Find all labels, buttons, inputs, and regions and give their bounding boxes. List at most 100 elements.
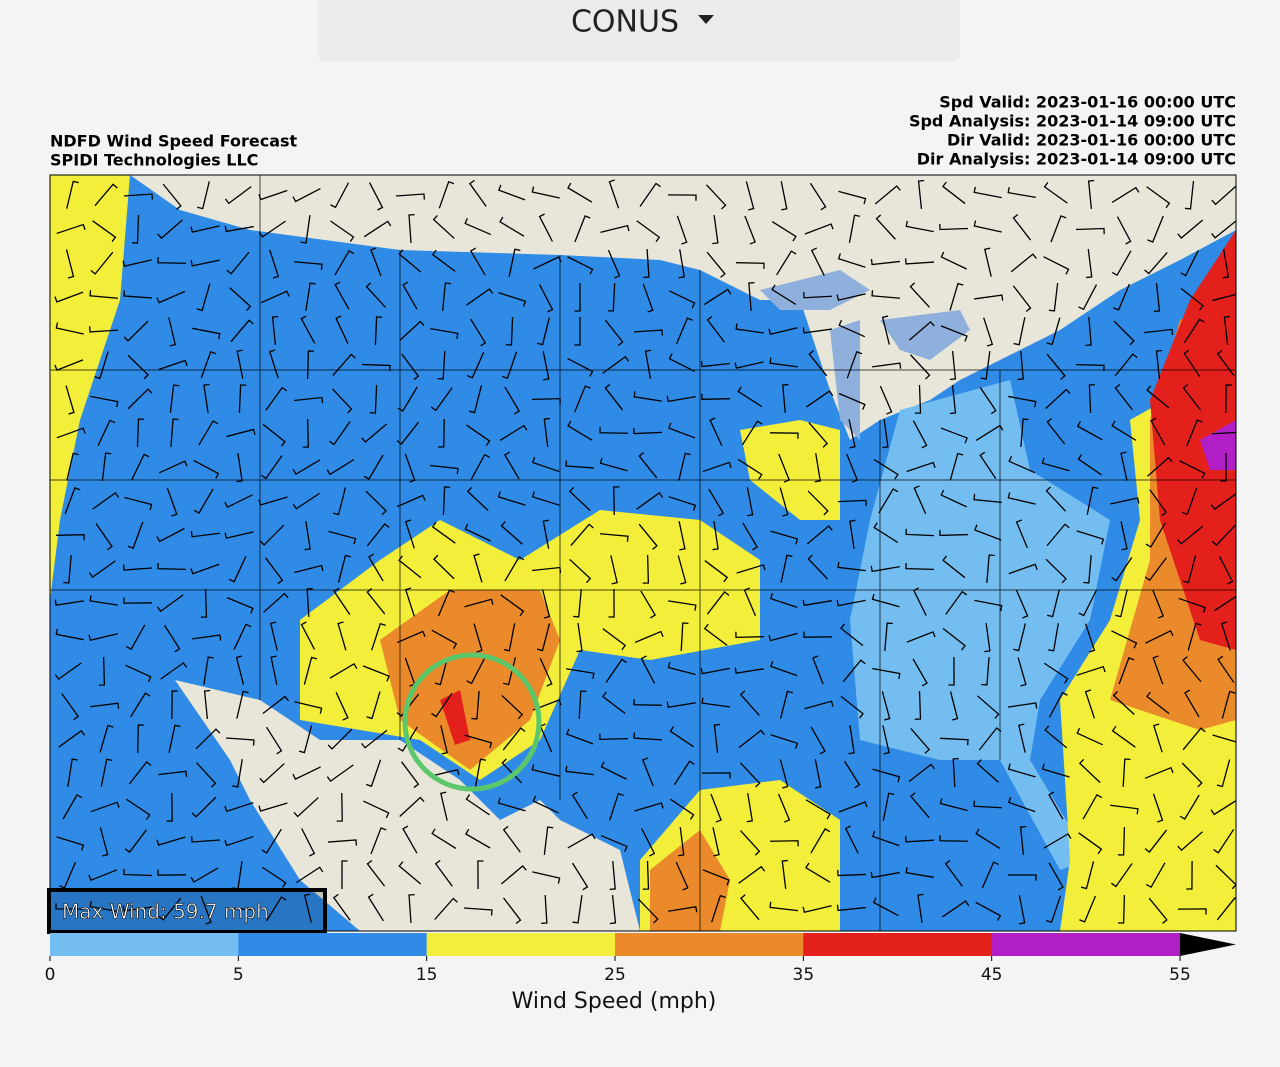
wind-barb (464, 598, 494, 608)
wind-barb (1145, 522, 1166, 548)
wind-barb (306, 588, 313, 618)
wind-barb (837, 869, 867, 877)
wind-barb (849, 519, 856, 549)
dropdown-label[interactable]: CONUS (571, 5, 679, 40)
wind-barb (973, 800, 1003, 809)
wind-barb (1048, 791, 1064, 820)
wind-barb (836, 599, 866, 607)
wind-barb (1076, 530, 1105, 545)
wind-barb (1043, 662, 1069, 684)
wind-barb (168, 317, 177, 347)
wind-barb (565, 460, 595, 469)
wind-barb (607, 249, 621, 279)
wind-barb (706, 251, 726, 278)
wind-barb (779, 759, 789, 789)
wind-barb (123, 868, 153, 877)
wind-barb (1145, 862, 1166, 889)
wind-barb (738, 729, 765, 749)
wind-barb (90, 395, 119, 408)
wind-barb (196, 283, 211, 312)
wind-barb (848, 725, 855, 755)
wind-barb (607, 282, 616, 312)
wind-barb (431, 629, 458, 649)
wind-barb (441, 282, 452, 311)
wind-barb (1046, 418, 1066, 445)
wind-barb (910, 728, 931, 754)
wind-barb (745, 181, 755, 211)
wind-barb (974, 524, 1002, 541)
wind-barb (986, 554, 995, 584)
caret[interactable] (698, 15, 714, 24)
wind-barb (771, 284, 797, 305)
wind-barb (939, 529, 969, 537)
wind-barb (1117, 826, 1126, 856)
wind-barb (224, 531, 254, 539)
wind-barb (1153, 283, 1161, 313)
wind-barb (944, 859, 963, 887)
wind-barb (470, 453, 490, 480)
dropdown[interactable]: CONUS (318, 0, 960, 62)
wind-barb (881, 691, 891, 721)
wind-barb (1181, 487, 1198, 516)
wind-barb (226, 597, 254, 614)
wind-barb (769, 357, 798, 368)
wind-barb (1180, 287, 1204, 311)
wind-barb (465, 794, 490, 816)
wind-barb (1111, 250, 1132, 277)
wind-barb (94, 183, 118, 207)
wind-barb (740, 830, 761, 856)
wind-barb (160, 661, 188, 680)
wind-barb (1223, 315, 1231, 345)
wind-barb (191, 796, 217, 818)
wind-barb (166, 792, 173, 822)
yellow-region (50, 175, 130, 600)
wind-barb (734, 361, 764, 369)
wind-barb (1120, 521, 1128, 551)
max-wind-box (47, 888, 327, 934)
wind-barb (123, 597, 153, 604)
wind-barb (1007, 874, 1037, 881)
wind-barb (200, 588, 208, 618)
wind-barb (1219, 556, 1234, 585)
wind-barb (1211, 220, 1236, 239)
wind-barb (332, 487, 347, 516)
wind-barb (566, 668, 595, 679)
wind-barb (438, 418, 445, 448)
wind-barb (977, 695, 1000, 719)
wind-barb (157, 869, 187, 876)
wind-barb (1117, 894, 1126, 924)
wind-barb (709, 417, 723, 446)
wind-barb (939, 797, 968, 812)
wind-barb (810, 828, 831, 854)
wind-barb (370, 827, 387, 855)
wind-barb (1182, 383, 1202, 411)
wind-barb (1041, 763, 1070, 778)
wind-barb (1179, 460, 1206, 479)
wind-barb (812, 655, 824, 685)
wind-barb (398, 861, 422, 885)
wind-barb (156, 527, 185, 543)
wind-barb (848, 214, 861, 243)
wind-barb (225, 737, 255, 746)
wind-barb (882, 419, 889, 449)
wind-barb (1182, 555, 1197, 584)
wind-barb (1020, 418, 1029, 448)
wind-barb (703, 623, 728, 646)
wind-barb (503, 897, 522, 925)
wind-barb (89, 290, 119, 299)
wind-barb (1144, 557, 1167, 582)
wind-barb (1149, 489, 1168, 517)
wind-barb (265, 386, 288, 411)
dropdown-bg[interactable] (318, 0, 960, 62)
wind-barb (190, 531, 220, 538)
wind-barb (602, 355, 630, 374)
wind-barb (196, 762, 217, 788)
wind-barb (66, 180, 79, 209)
wind-barb (226, 251, 250, 275)
wind-barb (942, 181, 966, 205)
wind-barb (328, 421, 351, 446)
wind-barb (442, 486, 451, 516)
wind-barb (804, 223, 834, 235)
wind-barb (973, 186, 1002, 199)
